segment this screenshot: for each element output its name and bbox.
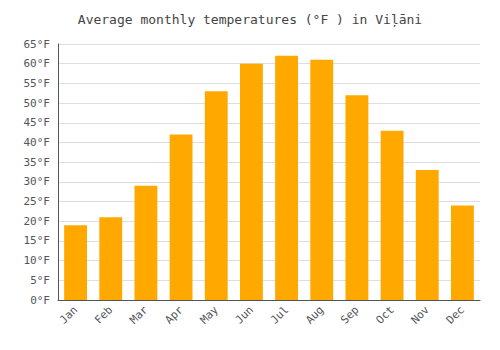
svg-text:Feb: Feb [92,303,115,326]
svg-text:Dec: Dec [444,303,467,326]
svg-text:10°F: 10°F [24,254,51,267]
svg-text:50°F: 50°F [24,97,51,110]
svg-text:Oct: Oct [373,303,396,326]
svg-text:45°F: 45°F [24,116,51,129]
svg-text:May: May [198,303,221,326]
svg-text:Jul: Jul [268,303,291,326]
svg-text:20°F: 20°F [24,215,51,228]
svg-text:Average monthly temperatures (: Average monthly temperatures (°F ) in Vi… [78,12,422,28]
svg-text:65°F: 65°F [24,38,51,51]
svg-text:Jan: Jan [57,303,80,326]
svg-text:60°F: 60°F [24,57,51,70]
svg-text:55°F: 55°F [24,77,51,90]
svg-text:0°F: 0°F [30,294,50,307]
svg-text:5°F: 5°F [30,274,50,287]
svg-text:Apr: Apr [162,303,185,326]
svg-text:Mar: Mar [127,303,150,326]
svg-text:Sep: Sep [338,303,361,326]
svg-text:30°F: 30°F [24,175,51,188]
svg-text:Nov: Nov [409,303,432,326]
svg-text:40°F: 40°F [24,136,51,149]
svg-text:Jun: Jun [233,303,256,326]
svg-text:Aug: Aug [303,303,326,326]
svg-text:15°F: 15°F [24,234,51,247]
svg-text:25°F: 25°F [24,195,51,208]
svg-text:35°F: 35°F [24,156,51,169]
